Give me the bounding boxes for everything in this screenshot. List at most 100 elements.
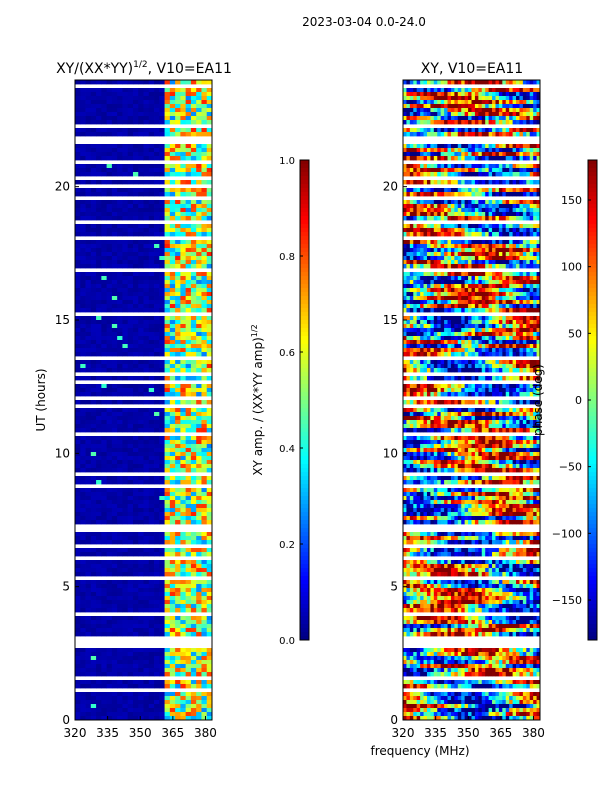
heatmap-cell xyxy=(526,192,531,197)
heatmap-cell xyxy=(201,320,208,325)
heatmap-cell xyxy=(154,336,160,341)
heatmap-cell xyxy=(516,152,520,157)
heatmap-cell xyxy=(154,216,160,221)
heatmap-cell xyxy=(154,100,160,105)
heatmap-cell xyxy=(138,520,144,525)
heatmap-cell xyxy=(474,208,479,213)
heatmap-cell xyxy=(185,212,192,217)
heatmap-cell xyxy=(409,112,414,117)
heatmap-cell xyxy=(519,168,524,173)
heatmap-cell xyxy=(526,92,531,97)
heatmap-cell xyxy=(75,464,81,469)
heatmap-cell xyxy=(106,332,113,337)
heatmap-cell xyxy=(201,388,208,393)
heatmap-cell xyxy=(132,584,139,589)
heatmap-cell xyxy=(433,180,438,185)
heatmap-cell xyxy=(406,232,411,237)
heatmap-cell xyxy=(111,164,118,169)
heatmap-cell xyxy=(478,148,483,153)
heatmap-cell xyxy=(148,508,155,513)
heatmap-cell xyxy=(127,696,134,701)
heatmap-cell xyxy=(138,132,144,137)
heatmap-cell xyxy=(190,712,197,717)
heatmap-cell xyxy=(106,328,113,333)
heatmap-cell xyxy=(101,348,108,353)
heatmap-cell xyxy=(471,208,476,213)
heatmap-cell xyxy=(117,444,123,449)
heatmap-cell xyxy=(190,376,197,381)
heatmap-cell xyxy=(426,248,431,253)
heatmap-cell xyxy=(519,144,524,149)
heatmap-cell xyxy=(175,428,181,433)
heatmap-cell xyxy=(468,228,472,233)
heatmap-cell xyxy=(201,656,208,661)
heatmap-cell xyxy=(509,100,513,105)
heatmap-cell xyxy=(111,264,118,269)
heatmap-cell xyxy=(481,168,486,173)
heatmap-cell xyxy=(206,532,213,537)
heatmap-cell xyxy=(117,120,123,125)
heatmap-cell xyxy=(406,172,411,177)
heatmap-cell xyxy=(169,584,176,589)
heatmap-cell xyxy=(447,240,452,245)
heatmap-cell xyxy=(447,224,452,229)
heatmap-cell xyxy=(426,116,431,121)
heatmap-cell xyxy=(509,88,513,93)
heatmap-cell xyxy=(468,240,472,245)
heatmap-cell xyxy=(75,456,81,461)
heatmap-cell xyxy=(201,280,208,285)
heatmap-cell xyxy=(457,180,462,185)
heatmap-cell xyxy=(148,344,155,349)
heatmap-cell xyxy=(447,100,452,105)
heatmap-cell xyxy=(127,660,134,665)
heatmap-cell xyxy=(122,452,129,457)
heatmap-cell xyxy=(159,620,165,625)
heatmap-cell xyxy=(509,200,513,205)
heatmap-cell xyxy=(169,172,176,177)
heatmap-cell xyxy=(75,428,81,433)
heatmap-cell xyxy=(164,632,171,637)
heatmap-cell xyxy=(106,616,113,621)
heatmap-cell xyxy=(454,180,459,185)
heatmap-cell xyxy=(190,536,197,541)
heatmap-cell xyxy=(85,492,92,497)
heatmap-cell xyxy=(509,260,513,265)
heatmap-cell xyxy=(481,208,486,213)
heatmap-cell xyxy=(159,328,165,333)
heatmap-cell xyxy=(117,192,123,197)
heatmap-cell xyxy=(122,180,129,185)
heatmap-cell xyxy=(138,568,144,573)
heatmap-cell xyxy=(101,416,108,421)
heatmap-cell xyxy=(426,232,431,237)
heatmap-cell xyxy=(85,112,92,117)
heatmap-cell xyxy=(111,652,118,657)
heatmap-cell xyxy=(85,520,92,525)
heatmap-cell xyxy=(111,324,118,329)
heatmap-cell xyxy=(426,152,431,157)
heatmap-cell xyxy=(180,572,187,577)
heatmap-cell xyxy=(122,628,129,633)
heatmap-cell xyxy=(180,456,187,461)
heatmap-cell xyxy=(164,112,171,117)
heatmap-cell xyxy=(159,112,165,117)
heatmap-cell xyxy=(117,200,123,205)
heatmap-cell xyxy=(468,216,472,221)
heatmap-cell xyxy=(409,172,414,177)
heatmap-cell xyxy=(96,204,102,209)
heatmap-cell xyxy=(509,92,513,97)
heatmap-cell xyxy=(201,516,208,521)
heatmap-cell xyxy=(492,100,496,105)
heatmap-cell xyxy=(117,264,123,269)
heatmap-cell xyxy=(206,212,213,217)
heatmap-cell xyxy=(122,540,129,545)
heatmap-cell xyxy=(75,300,81,305)
heatmap-cell xyxy=(159,400,165,405)
heatmap-cell xyxy=(127,512,134,517)
heatmap-cell xyxy=(143,332,150,337)
heatmap-cell xyxy=(536,104,541,109)
heatmap-cell xyxy=(474,244,479,249)
heatmap-cell xyxy=(96,500,102,505)
heatmap-cell xyxy=(143,392,150,397)
heatmap-cell xyxy=(175,408,181,413)
colorbar-segment xyxy=(300,508,309,513)
